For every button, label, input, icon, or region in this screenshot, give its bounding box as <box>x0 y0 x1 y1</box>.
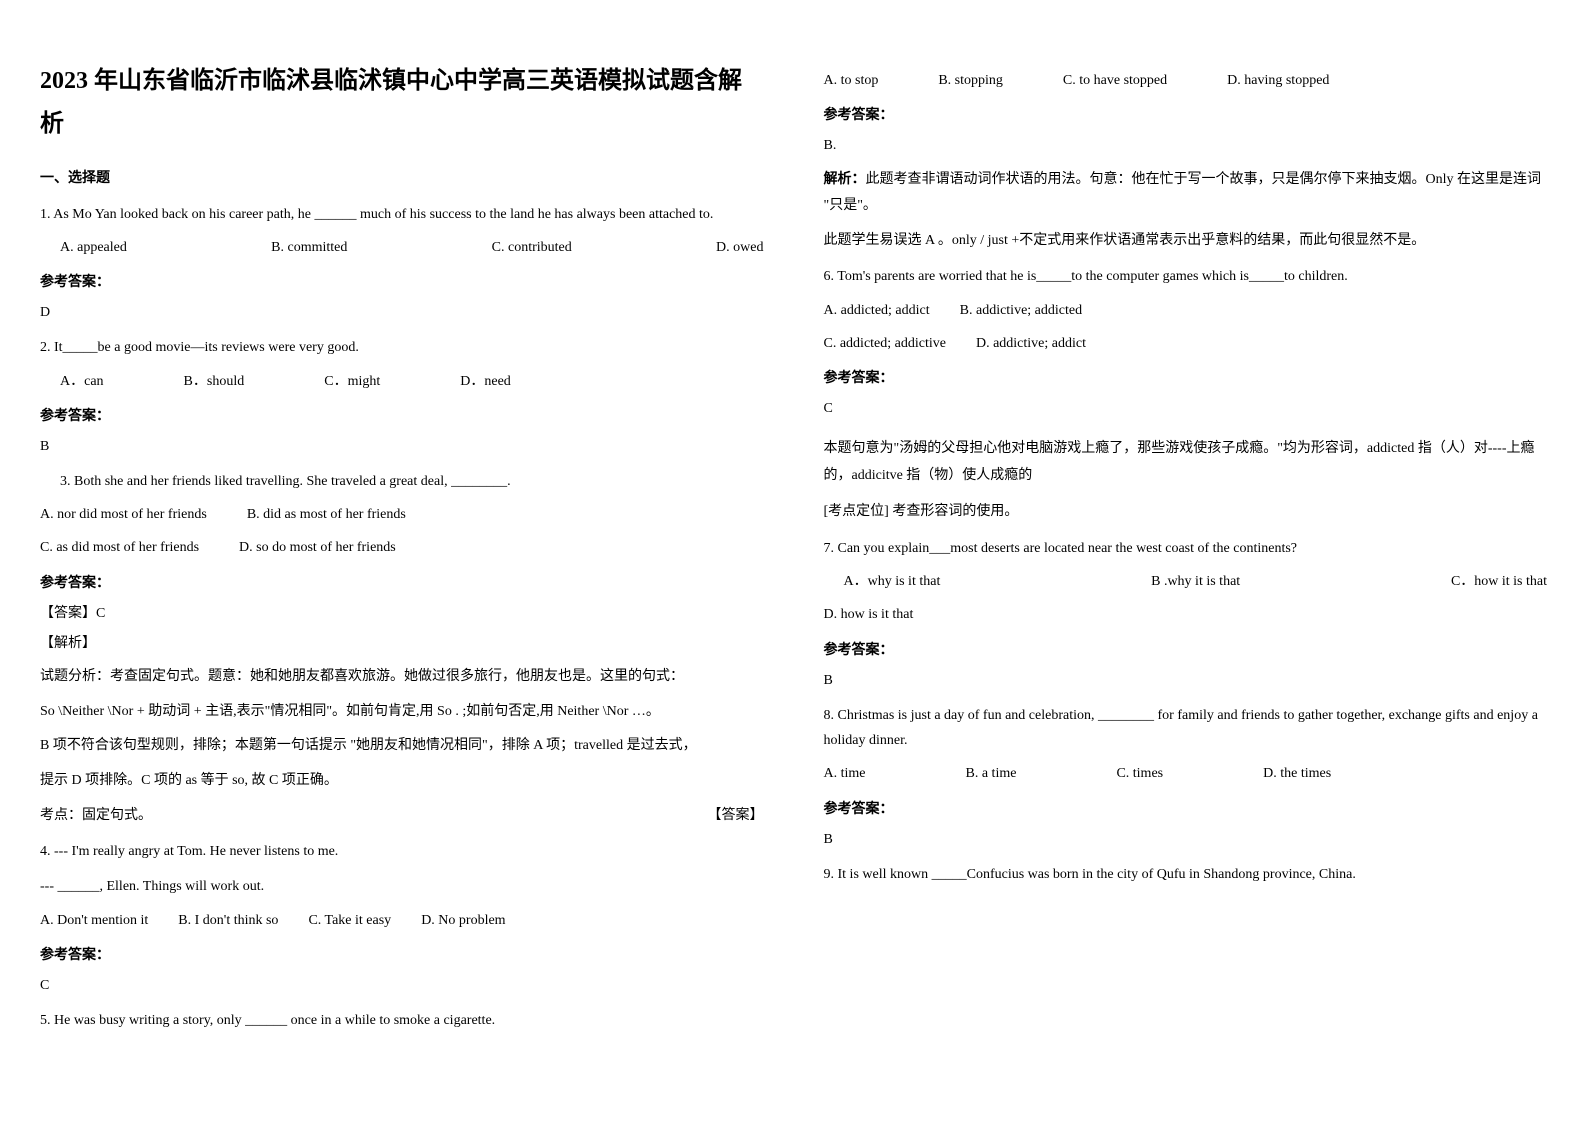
q6-optD: D. addictive; addict <box>976 331 1086 356</box>
q8-optD: D. the times <box>1263 761 1331 786</box>
q3-jiexi-1: 试题分析：考查固定句式。题意：她和她朋友都喜欢旅游。她做过很多旅行，他朋友也是。… <box>40 664 764 691</box>
q3-answer-tag: 【答案】C <box>40 601 764 626</box>
q3-optC: C. as did most of her friends <box>40 535 199 560</box>
q5-jiexi-2: 此题学生易误选 A 。only / just +不定式用来作状语通常表示出乎意料… <box>824 228 1548 255</box>
q8-optB: B. a time <box>966 761 1017 786</box>
q5-answer: B. <box>824 133 1548 158</box>
q3-optD: D. so do most of her friends <box>239 535 396 560</box>
q2-answer-label: 参考答案： <box>40 404 764 429</box>
q7-options-row1: A．why is it that B .why it is that C．how… <box>824 569 1548 594</box>
q3-answer-label: 参考答案： <box>40 571 764 596</box>
q4-optC: C. Take it easy <box>308 908 391 933</box>
q6-answer: C <box>824 396 1548 421</box>
section-header: 一、选择题 <box>40 166 764 191</box>
q3-answer-tag2: 【答案】 <box>708 803 764 830</box>
q1-optA: A. appealed <box>40 235 127 260</box>
q8-optC: C. times <box>1116 761 1163 786</box>
q4-optA: A. Don't mention it <box>40 908 148 933</box>
q3-jiexi-5-text: 考点：固定句式。 <box>40 808 152 823</box>
q1-text: 1. As Mo Yan looked back on his career p… <box>40 202 764 227</box>
q1-optD: D. owed <box>716 235 763 260</box>
q2-optD: D．need <box>460 369 511 394</box>
q2-options: A．can B．should C．might D．need <box>40 369 764 394</box>
q5-answer-label: 参考答案： <box>824 103 1548 128</box>
q5-optC: C. to have stopped <box>1063 68 1167 93</box>
q1-answer-label: 参考答案： <box>40 270 764 295</box>
q4-options: A. Don't mention it B. I don't think so … <box>40 908 764 933</box>
q3-options-row1: A. nor did most of her friends B. did as… <box>40 502 764 527</box>
q6-options-row2: C. addicted; addictive D. addictive; add… <box>824 331 1548 356</box>
q7-optB: B .why it is that <box>1151 569 1240 594</box>
q7-optD: D. how is it that <box>824 602 1548 627</box>
q6-optC: C. addicted; addictive <box>824 331 946 356</box>
q1-optC: C. contributed <box>492 235 572 260</box>
q9-text: 9. It is well known _____Confucius was b… <box>824 862 1548 887</box>
q5-jiexi-label: 解析： <box>824 172 866 187</box>
q8-answer-label: 参考答案： <box>824 797 1548 822</box>
q2-optA: A．can <box>40 369 104 394</box>
q8-optA: A. time <box>824 761 866 786</box>
q3-optB: B. did as most of her friends <box>247 502 406 527</box>
q8-answer: B <box>824 827 1548 852</box>
q7-answer-label: 参考答案： <box>824 638 1548 663</box>
q5-optD: D. having stopped <box>1227 68 1329 93</box>
q4-optB: B. I don't think so <box>178 908 278 933</box>
q5-optA: A. to stop <box>824 68 879 93</box>
q4-optD: D. No problem <box>421 908 505 933</box>
q6-text: 6. Tom's parents are worried that he is_… <box>824 264 1548 289</box>
q5-jiexi-1: 解析：此题考查非谓语动词作状语的用法。句意：他在忙于写一个故事，只是偶尔停下来抽… <box>824 167 1548 220</box>
q6-jiexi-2: [考点定位] 考查形容词的使用。 <box>824 499 1548 526</box>
q2-optC: C．might <box>324 369 380 394</box>
q3-options-row2: C. as did most of her friends D. so do m… <box>40 535 764 560</box>
q2-optB: B．should <box>184 369 245 394</box>
q8-options: A. time B. a time C. times D. the times <box>824 761 1548 786</box>
q1-options: A. appealed B. committed C. contributed … <box>40 235 764 260</box>
q6-answer-label: 参考答案： <box>824 366 1548 391</box>
document-title: 2023 年山东省临沂市临沭县临沭镇中心中学高三英语模拟试题含解析 <box>40 60 764 146</box>
left-column: 2023 年山东省临沂市临沭县临沭镇中心中学高三英语模拟试题含解析 一、选择题 … <box>40 60 764 1038</box>
q3-jiexi-3: B 项不符合该句型规则，排除；本题第一句话提示 "她朋友和她情况相同"，排除 A… <box>40 733 764 760</box>
q5-text: 5. He was busy writing a story, only ___… <box>40 1008 764 1033</box>
q8-text: 8. Christmas is just a day of fun and ce… <box>824 703 1548 753</box>
q3-text: 3. Both she and her friends liked travel… <box>40 469 764 494</box>
q7-answer: B <box>824 668 1548 693</box>
q6-optB: B. addictive; addicted <box>960 298 1082 323</box>
q6-jiexi-1: 本题句意为"汤姆的父母担心他对电脑游戏上瘾了，那些游戏使孩子成瘾。"均为形容词，… <box>824 436 1548 489</box>
q1-optB: B. committed <box>271 235 347 260</box>
q4-answer: C <box>40 973 764 998</box>
q2-answer: B <box>40 434 764 459</box>
q4-text2: --- ______, Ellen. Things will work out. <box>40 874 764 899</box>
q6-options-row1: A. addicted; addict B. addictive; addict… <box>824 298 1548 323</box>
q3-jiexi-4: 提示 D 项排除。C 项的 as 等于 so, 故 C 项正确。 <box>40 768 764 795</box>
q6-optA: A. addicted; addict <box>824 298 930 323</box>
q4-text1: 4. --- I'm really angry at Tom. He never… <box>40 839 764 864</box>
q1-answer: D <box>40 300 764 325</box>
q3-jiexi-5: 考点：固定句式。 【答案】 <box>40 803 764 830</box>
q7-optA: A．why is it that <box>824 569 941 594</box>
two-column-layout: 2023 年山东省临沂市临沭县临沭镇中心中学高三英语模拟试题含解析 一、选择题 … <box>40 60 1547 1038</box>
q5-jiexi-1-text: 此题考查非谓语动词作状语的用法。句意：他在忙于写一个故事，只是偶尔停下来抽支烟。… <box>824 172 1542 214</box>
q4-answer-label: 参考答案： <box>40 943 764 968</box>
q7-optC: C．how it is that <box>1451 569 1547 594</box>
q5-optB: B. stopping <box>938 68 1003 93</box>
q7-text: 7. Can you explain___most deserts are lo… <box>824 536 1548 561</box>
q3-optA: A. nor did most of her friends <box>40 502 207 527</box>
q5-options: A. to stop B. stopping C. to have stoppe… <box>824 68 1548 93</box>
right-column: A. to stop B. stopping C. to have stoppe… <box>824 60 1548 1038</box>
q3-jiexi-label: 【解析】 <box>40 631 764 656</box>
q3-jiexi-2: So \Neither \Nor + 助动词 + 主语,表示"情况相同"。如前句… <box>40 699 764 726</box>
q2-text: 2. It_____be a good movie—its reviews we… <box>40 335 764 360</box>
